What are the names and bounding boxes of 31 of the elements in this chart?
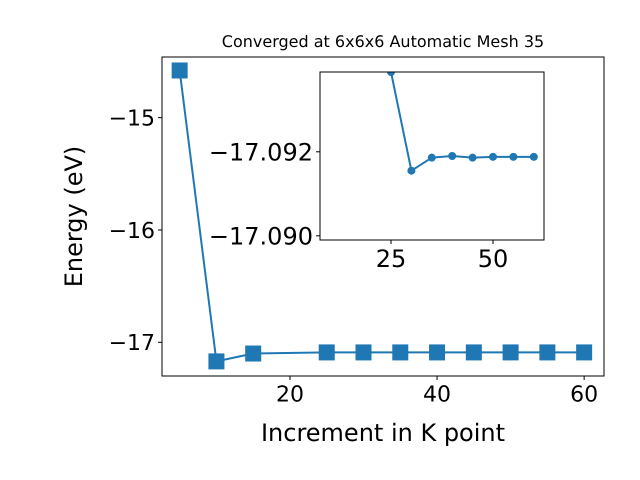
point — [530, 152, 538, 161]
y-tick-label: −17 — [108, 331, 155, 356]
x-tick-label: 25 — [376, 245, 406, 274]
y-tick-label: −17.090 — [208, 222, 313, 250]
x-tick-label: 50 — [478, 245, 508, 274]
point — [448, 152, 456, 160]
x-axis-title: Increment in K point — [260, 419, 506, 447]
point — [466, 344, 482, 360]
y-tick-label: −16 — [108, 218, 155, 244]
x-tick-label: 60 — [570, 382, 598, 408]
x-tick-label: 20 — [276, 382, 304, 408]
point — [245, 346, 262, 362]
point — [318, 344, 335, 360]
point — [428, 154, 436, 162]
point — [468, 154, 477, 162]
point — [407, 166, 416, 175]
chart-title: Converged at 6x6x6 Automatic Mesh 35 — [222, 32, 544, 51]
point — [489, 152, 497, 161]
point — [356, 344, 372, 360]
y-axis-title: Energy (eV) — [60, 146, 88, 288]
point — [539, 344, 556, 360]
point — [429, 344, 446, 360]
point — [392, 344, 408, 360]
y-tick-label: −17.092 — [208, 138, 313, 166]
point — [208, 353, 224, 370]
y-tick-label: −15 — [108, 106, 155, 132]
point — [172, 62, 188, 78]
point — [502, 344, 519, 360]
x-tick-label: 40 — [423, 382, 452, 408]
point — [576, 344, 592, 360]
point — [509, 152, 518, 161]
